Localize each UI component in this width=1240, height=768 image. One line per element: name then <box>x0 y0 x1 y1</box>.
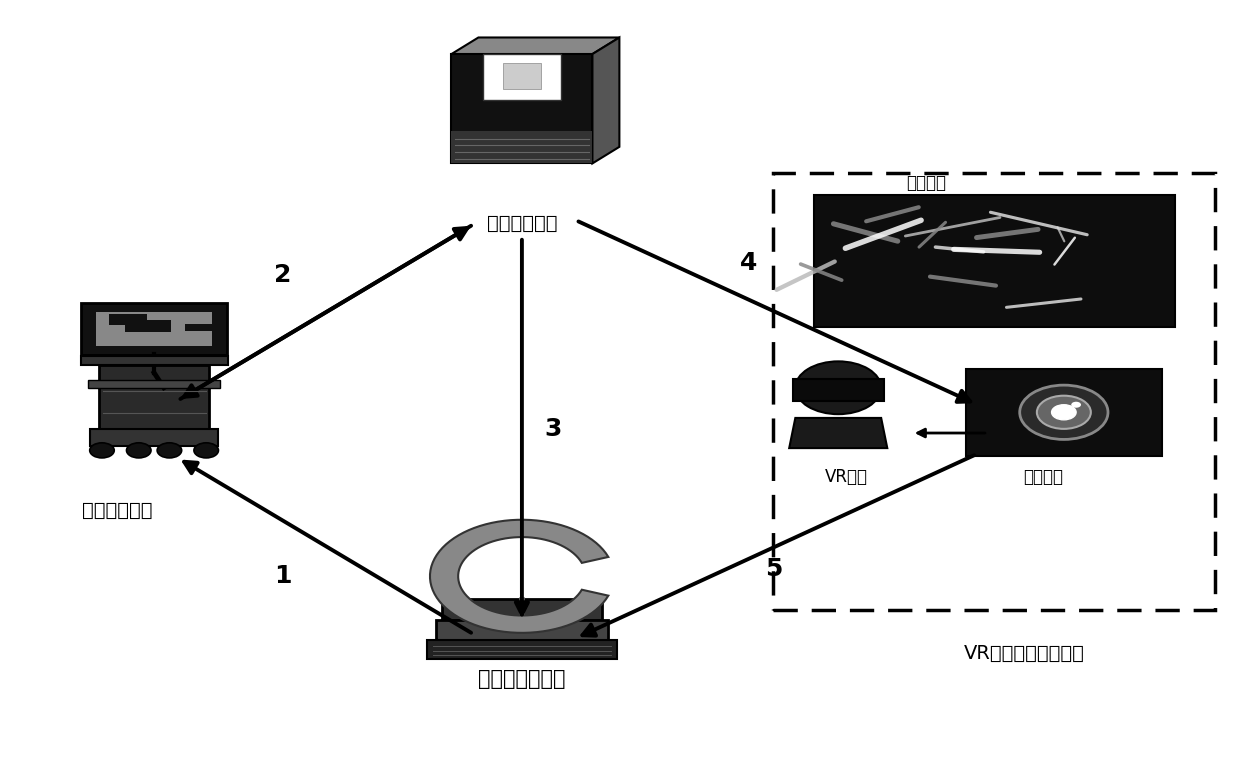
Text: 数据处理中心: 数据处理中心 <box>486 214 557 233</box>
FancyBboxPatch shape <box>774 173 1215 611</box>
Text: 表面肌电系统: 表面肌电系统 <box>82 501 153 520</box>
FancyBboxPatch shape <box>484 54 560 100</box>
FancyBboxPatch shape <box>502 63 542 88</box>
Text: 1: 1 <box>274 564 291 588</box>
Circle shape <box>89 443 114 458</box>
Text: 5: 5 <box>765 557 782 581</box>
Circle shape <box>1071 402 1081 408</box>
FancyBboxPatch shape <box>109 313 146 325</box>
Circle shape <box>1019 385 1109 439</box>
Text: 4: 4 <box>740 251 758 276</box>
FancyBboxPatch shape <box>89 429 218 446</box>
FancyBboxPatch shape <box>125 320 171 332</box>
FancyBboxPatch shape <box>427 641 618 659</box>
Circle shape <box>795 362 882 414</box>
FancyBboxPatch shape <box>966 369 1162 455</box>
Text: VR情景互动训练系统: VR情景互动训练系统 <box>965 644 1085 664</box>
FancyBboxPatch shape <box>88 380 221 388</box>
FancyBboxPatch shape <box>792 379 884 401</box>
Circle shape <box>126 443 151 458</box>
FancyBboxPatch shape <box>99 365 210 429</box>
FancyBboxPatch shape <box>451 54 593 164</box>
FancyBboxPatch shape <box>186 324 226 331</box>
Text: 2: 2 <box>274 263 291 286</box>
FancyBboxPatch shape <box>81 303 227 356</box>
Text: 虚拟游戏: 虚拟游戏 <box>906 174 946 192</box>
Text: 3: 3 <box>544 417 562 442</box>
Text: 可控式训练平台: 可控式训练平台 <box>479 669 565 689</box>
FancyBboxPatch shape <box>81 356 228 365</box>
FancyBboxPatch shape <box>813 196 1176 327</box>
Circle shape <box>193 443 218 458</box>
Circle shape <box>1052 405 1076 420</box>
Polygon shape <box>451 38 620 54</box>
Polygon shape <box>789 418 888 448</box>
FancyBboxPatch shape <box>97 312 212 346</box>
Text: 可视窗口: 可视窗口 <box>1023 468 1063 486</box>
Text: VR眼镜: VR眼镜 <box>826 468 868 486</box>
FancyBboxPatch shape <box>451 131 593 164</box>
Circle shape <box>157 443 182 458</box>
FancyBboxPatch shape <box>443 599 601 620</box>
Polygon shape <box>430 520 609 633</box>
Polygon shape <box>593 38 620 164</box>
Circle shape <box>1037 396 1091 429</box>
FancyBboxPatch shape <box>436 620 608 641</box>
